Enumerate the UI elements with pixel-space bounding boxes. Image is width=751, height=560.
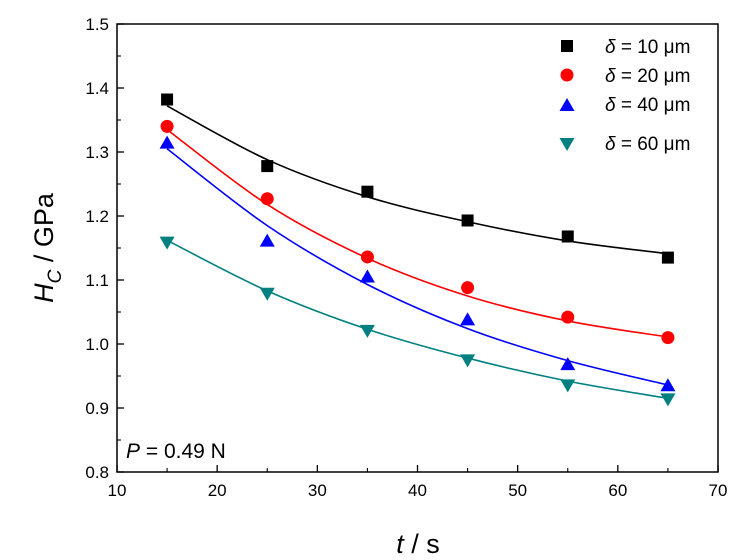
data-point (460, 312, 476, 326)
x-tick-label: 40 (408, 481, 427, 500)
legend-marker-triangle-down (559, 138, 575, 151)
plot-frame (116, 23, 719, 473)
data-point (560, 379, 576, 393)
fit-curve (166, 128, 669, 338)
fit-curve (166, 148, 669, 386)
legend-label: δ = 60 μm (605, 134, 690, 155)
fit-curve (166, 105, 669, 255)
legend-marker-triangle-up (559, 98, 575, 111)
data-point (359, 269, 375, 283)
fit-curve (166, 239, 669, 400)
load-annotation: P = 0.49 N (126, 440, 226, 463)
legend-marker-circle (560, 68, 574, 82)
legend-label: δ = 40 μm (605, 95, 690, 116)
x-tick-label: 60 (608, 481, 627, 500)
data-point (661, 331, 675, 345)
data-point (460, 354, 476, 368)
y-tick-label: 1.5 (85, 15, 109, 34)
legend-item: δ = 40 μm (559, 95, 690, 116)
x-tick-label: 10 (108, 481, 127, 500)
y-axis-title: HC / GPa (29, 192, 66, 303)
legend-item: δ = 10 μm (561, 37, 690, 58)
data-point (260, 192, 274, 206)
y-tick-label: 0.9 (85, 399, 109, 418)
x-tick-label: 30 (308, 481, 327, 500)
data-point (159, 135, 175, 149)
axis-ticks: 10 20 30 40 50 60 70 0.8 0.9 1.0 1.1 1.2 1.3 1.4 1.5 (85, 15, 727, 500)
y-tick-label: 0.8 (85, 463, 109, 482)
y-tick-label: 1.1 (85, 271, 109, 290)
fit-curves (166, 105, 669, 400)
y-tick-label: 1.0 (85, 335, 109, 354)
data-point (359, 324, 375, 338)
x-tick-label: 50 (508, 481, 527, 500)
x-tick-label: 20 (208, 481, 227, 500)
legend-label: δ = 20 μm (605, 66, 690, 87)
data-point (160, 119, 174, 133)
y-tick-label: 1.3 (85, 143, 109, 162)
data-point (461, 214, 474, 227)
data-point (561, 310, 575, 324)
data-point (159, 236, 175, 250)
data-point (661, 251, 674, 264)
data-point (660, 393, 676, 407)
data-point (660, 378, 676, 392)
legend-item: δ = 20 μm (560, 66, 690, 87)
x-axis-title: t / s (396, 529, 440, 559)
legend-label: δ = 10 μm (605, 37, 690, 58)
y-tick-label: 1.2 (85, 207, 109, 226)
data-point (259, 287, 275, 301)
data-point (361, 185, 374, 198)
data-point (360, 250, 374, 264)
x-tick-label: 70 (709, 481, 728, 500)
legend-item: δ = 60 μm (559, 134, 690, 155)
data-point (161, 93, 174, 106)
legend: δ = 10 μm δ = 20 μm δ = 40 μm δ = 60 μm (559, 37, 690, 155)
legend-marker-square (561, 40, 573, 52)
y-tick-label: 1.4 (85, 79, 109, 98)
data-point (561, 230, 574, 243)
data-point (461, 281, 475, 295)
data-point (259, 233, 275, 247)
data-point (560, 357, 576, 371)
data-points (159, 93, 676, 407)
data-point (261, 160, 274, 173)
